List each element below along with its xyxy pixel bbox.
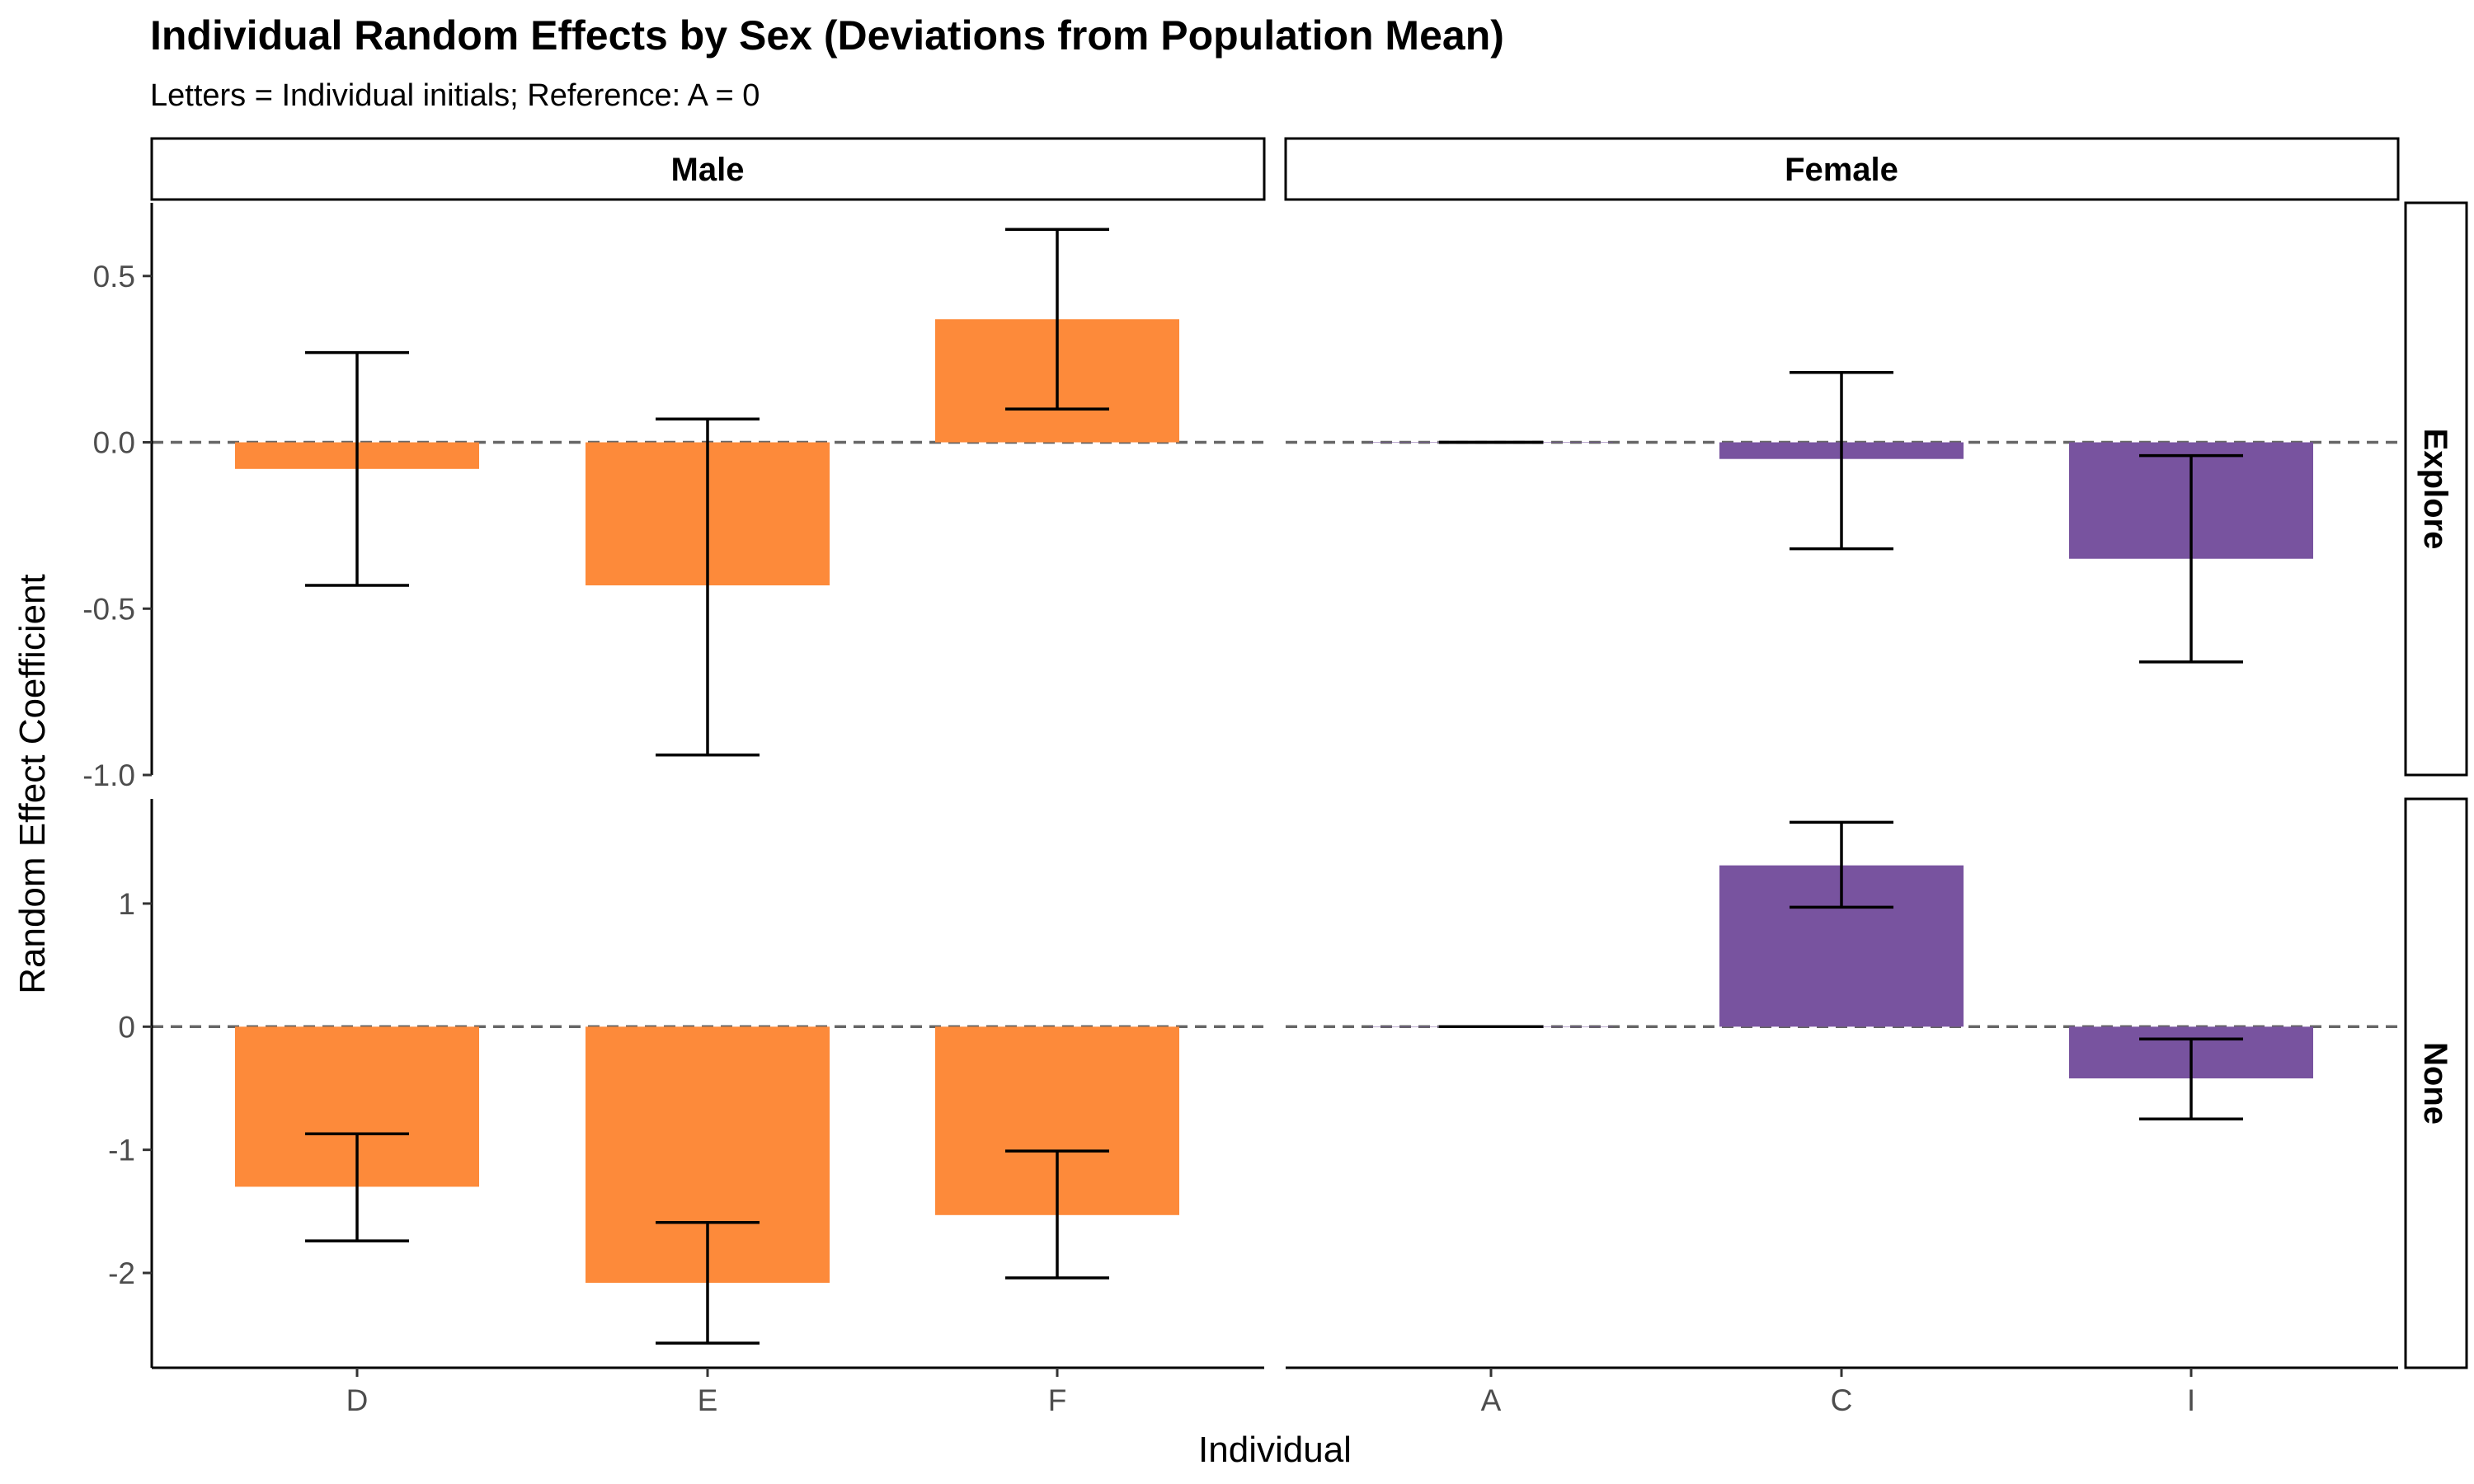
y-tick-label: -1.0 (82, 758, 135, 792)
strip-box-female (1284, 137, 2400, 201)
chart-subtitle: Letters = Individual initials; Reference… (150, 78, 760, 113)
x-tick-label: F (1048, 1383, 1067, 1417)
x-tick-label: C (1831, 1383, 1853, 1417)
strip-label-male: Male (671, 152, 745, 188)
strip-label-explore: Explore (2417, 429, 2453, 550)
x-axis-title: Individual (1198, 1430, 1352, 1470)
error-bar-explore-male-f (1005, 228, 1109, 411)
chart-title: Individual Random Effects by Sex (Deviat… (150, 12, 1504, 59)
strip-label-female: Female (1785, 152, 1898, 188)
y-tick-label: 0 (118, 1010, 135, 1044)
error-bar-none-male-f (1005, 1149, 1109, 1280)
y-tick-label: 1 (118, 887, 135, 921)
strip-box-none (2404, 797, 2468, 1369)
error-bar-none-male-d (305, 1132, 409, 1242)
error-bar-none-female-i (2139, 1037, 2243, 1121)
strip-box-explore (2404, 201, 2468, 777)
strip-box-male (150, 137, 1266, 201)
error-bar-explore-male-d (305, 350, 409, 587)
x-tick-label: D (346, 1383, 369, 1417)
error-bar-explore-female-i (2139, 453, 2243, 664)
y-tick-label: -0.5 (82, 592, 135, 626)
y-tick-label: 0.5 (93, 260, 135, 294)
x-tick-label: A (1481, 1383, 1502, 1417)
y-tick-label: 0.0 (93, 426, 135, 460)
error-bar-explore-female-c (1790, 371, 1893, 551)
error-bar-none-female-c (1790, 820, 1893, 909)
x-tick-label: E (698, 1383, 718, 1417)
chart-marks: -1.0 -0.5 0.0 0.5 -2 -1 0 1 D E F A C I (82, 203, 2398, 1417)
error-bar-none-male-e (656, 1221, 760, 1345)
y-tick-label: -1 (108, 1134, 135, 1167)
y-axis-title: Random Effect Coefficient (12, 574, 53, 994)
y-tick-label: -2 (108, 1256, 135, 1290)
strip-label-none: None (2417, 1042, 2453, 1125)
x-tick-label: I (2187, 1383, 2195, 1417)
error-bar-explore-male-e (656, 417, 760, 757)
